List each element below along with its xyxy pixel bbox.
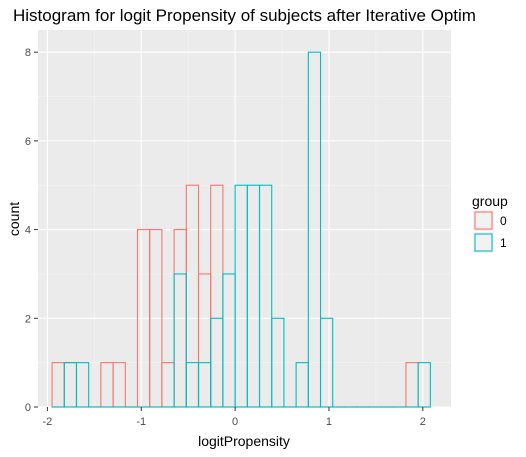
x-axis: -2 -1 0 1 2 <box>42 407 426 428</box>
x-axis-title: logitPropensity <box>198 433 290 449</box>
y-tick-label: 6 <box>25 136 31 148</box>
histogram-bar <box>173 273 187 408</box>
histogram-bar <box>258 184 273 408</box>
x-tick-label: 0 <box>232 416 238 428</box>
histogram-bar <box>75 362 90 408</box>
y-tick-label: 4 <box>25 225 31 237</box>
x-tick-label: 1 <box>326 416 332 428</box>
x-tick-label: -1 <box>136 416 146 428</box>
legend-key-box <box>473 210 494 231</box>
legend: group 0 1 <box>472 193 508 253</box>
legend-title: group <box>472 193 508 209</box>
y-tick-label: 2 <box>25 313 31 325</box>
histogram-bar <box>271 317 285 408</box>
series-group-1 <box>51 51 431 408</box>
x-tick-label: 2 <box>420 416 426 428</box>
histogram-bar <box>319 317 334 408</box>
y-axis-title: count <box>6 202 22 236</box>
y-axis: 0 2 4 6 8 <box>25 47 38 414</box>
legend-key-swatch <box>474 211 493 230</box>
y-tick-label: 0 <box>25 402 31 414</box>
x-tick-label: -2 <box>42 416 52 428</box>
legend-label: 0 <box>500 214 507 228</box>
chart-title: Histogram for logit Propensity of subjec… <box>13 6 476 25</box>
legend-key-swatch <box>474 233 493 252</box>
histogram-bar <box>417 362 431 408</box>
y-tick-label: 8 <box>25 47 31 59</box>
histogram-bar <box>307 51 322 408</box>
legend-key-box <box>473 232 494 253</box>
legend-label: 1 <box>500 236 507 250</box>
grid-minor <box>38 30 451 407</box>
plot-panel <box>38 30 451 407</box>
